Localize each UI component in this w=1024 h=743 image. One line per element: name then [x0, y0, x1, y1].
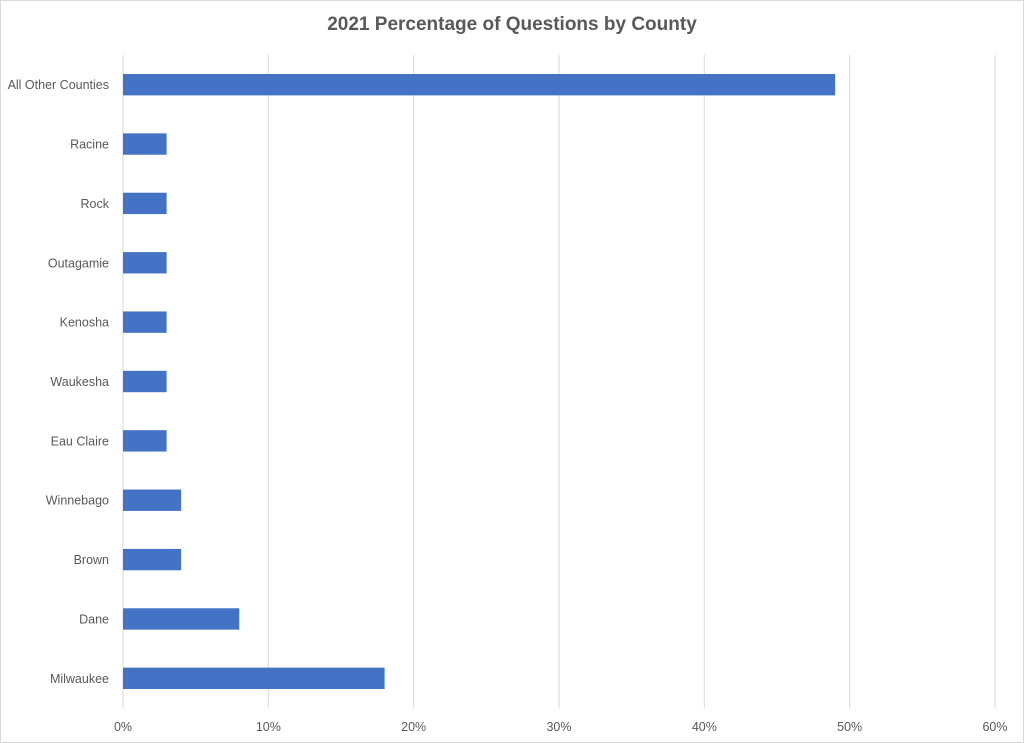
y-category-label: Outagamie — [48, 256, 109, 270]
y-category-label: Kenosha — [60, 316, 109, 330]
y-category-label: Dane — [79, 612, 109, 626]
bar — [123, 548, 182, 571]
chart-title: 2021 Percentage of Questions by County — [327, 14, 697, 35]
y-category-label: Eau Claire — [51, 434, 109, 448]
bar — [123, 608, 240, 630]
x-tick-label: 40% — [692, 720, 717, 734]
bar — [123, 133, 167, 155]
bar — [123, 370, 167, 393]
bar — [123, 430, 167, 452]
bar — [123, 73, 836, 96]
y-category-label: Racine — [70, 138, 109, 152]
x-tick-label: 0% — [114, 720, 132, 734]
x-tick-label: 30% — [546, 720, 571, 734]
y-category-label: All Other Counties — [8, 78, 109, 92]
y-category-label: Brown — [74, 553, 109, 567]
x-tick-label: 60% — [982, 720, 1007, 734]
y-category-label: Winnebago — [46, 494, 109, 508]
y-category-label: Milwaukee — [50, 672, 109, 686]
x-tick-label: 10% — [256, 720, 281, 734]
y-category-label: Rock — [81, 197, 110, 211]
bar — [123, 667, 385, 690]
bar — [123, 192, 167, 215]
x-tick-label: 20% — [401, 720, 426, 734]
bar — [123, 252, 167, 274]
x-tick-label: 50% — [837, 720, 862, 734]
bar — [123, 489, 182, 511]
bar — [123, 311, 167, 333]
y-category-label: Waukesha — [50, 375, 109, 389]
